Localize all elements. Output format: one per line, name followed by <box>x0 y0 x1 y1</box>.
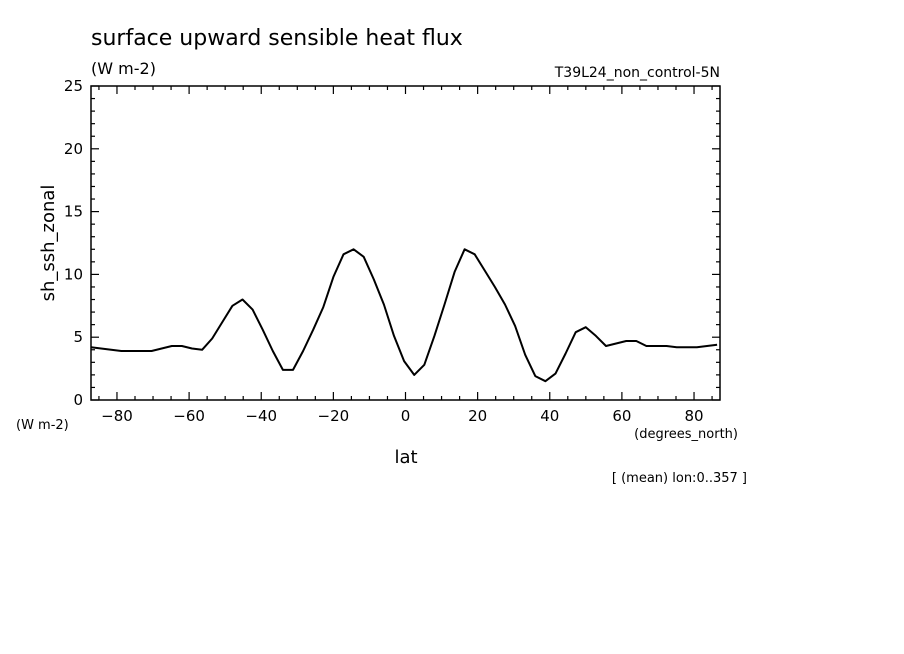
x-tick-label: 0 <box>401 407 411 425</box>
x-tick-label: 40 <box>540 407 559 425</box>
series-line <box>90 248 718 383</box>
x-tick-label: −60 <box>173 407 205 425</box>
footnote: [ (mean) lon:0..357 ] <box>612 471 747 486</box>
plot-frame <box>90 85 721 401</box>
run-label: T39L24_non_control-5N <box>554 65 720 81</box>
y-tick-label: 20 <box>64 140 83 158</box>
x-tick-label: 80 <box>684 407 703 425</box>
y-tick-label: 0 <box>73 391 83 409</box>
y-tick-label: 5 <box>73 328 83 346</box>
axis-ticks <box>91 85 720 401</box>
y-tick-label: 25 <box>64 77 83 95</box>
y-tick-label: 10 <box>64 265 83 283</box>
y-tick-label: 15 <box>64 203 83 221</box>
y-axis-units: (W m-2) <box>16 418 69 433</box>
chart-title: surface upward sensible heat flux <box>91 26 463 51</box>
x-tick-label: −40 <box>245 407 277 425</box>
tick-labels: −80 −60 −40 −20 0 20 40 60 80 0 5 10 15 20 25 <box>64 77 704 425</box>
y-axis-label: sh_ssh_zonal <box>38 185 59 302</box>
x-tick-label: 20 <box>468 407 487 425</box>
x-axis-units: (degrees_north) <box>634 427 738 442</box>
x-tick-label: −20 <box>318 407 350 425</box>
x-axis-label: lat <box>394 447 417 468</box>
title-units: (W m-2) <box>91 59 156 78</box>
x-tick-label: 60 <box>612 407 631 425</box>
x-tick-label: −80 <box>101 407 133 425</box>
